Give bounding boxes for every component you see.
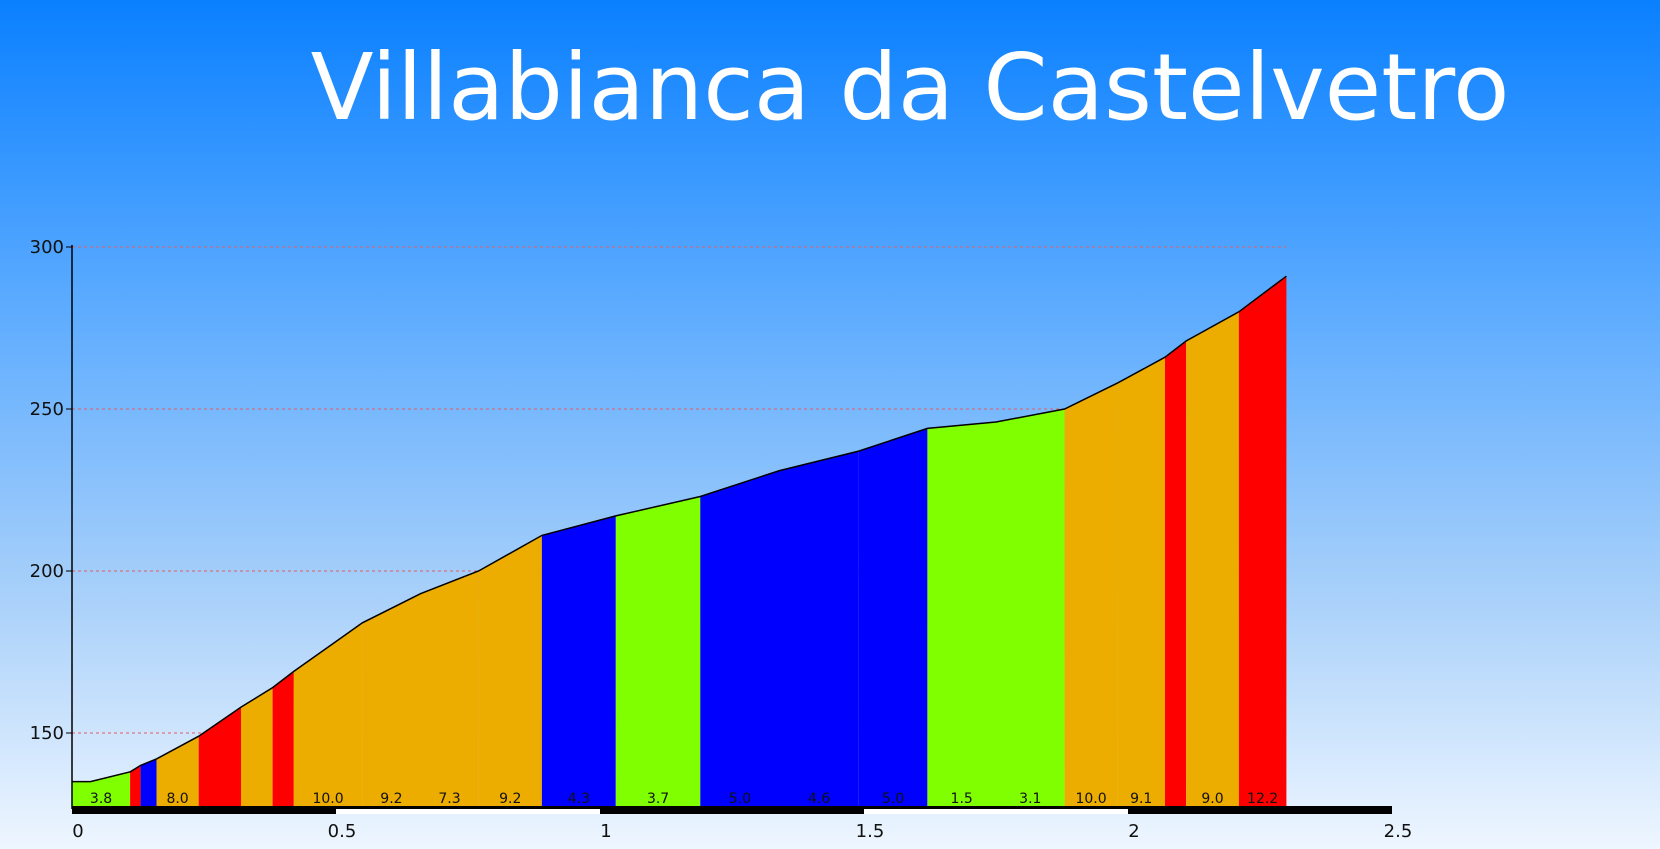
x-axis-band-1 [72, 809, 336, 814]
segment-label-14: 5.0 [729, 791, 751, 807]
profile-line [72, 275, 1287, 783]
y-axis-ticks: 150 200 250 300 [30, 237, 72, 744]
segment-13 [615, 496, 701, 809]
segment-6 [241, 687, 273, 809]
segment-23 [1238, 276, 1287, 809]
segment-label-8: 10.0 [312, 791, 343, 807]
x-axis-band-3 [600, 809, 864, 814]
segment-21 [1165, 341, 1187, 809]
gradient-segments [72, 276, 1287, 809]
x-tick-label-2.5: 2.5 [1384, 821, 1413, 842]
segment-label-23: 12.2 [1247, 791, 1278, 807]
segment-label-12: 4.3 [568, 791, 590, 807]
x-axis-line [72, 806, 1392, 809]
y-tick-label-150: 150 [30, 723, 64, 744]
segment-label-1: 3.8 [90, 791, 112, 807]
y-tick-label-200: 200 [30, 561, 64, 582]
segment-4 [156, 736, 199, 809]
segment-8 [293, 622, 363, 809]
x-tick-label-1: 1 [600, 821, 611, 842]
axes [71, 245, 1392, 814]
segment-label-9: 9.2 [380, 791, 402, 807]
segment-label-22: 9.0 [1201, 791, 1223, 807]
y-tick-label-300: 300 [30, 237, 64, 258]
segment-label-15: 4.6 [808, 791, 830, 807]
segment-7 [272, 671, 294, 809]
segment-15 [779, 451, 859, 809]
x-tick-label-1.5: 1.5 [856, 821, 885, 842]
segment-label-19: 10.0 [1075, 791, 1106, 807]
segment-label-4: 8.0 [166, 791, 188, 807]
segment-label-16: 5.0 [882, 791, 904, 807]
x-axis-band-5 [1128, 809, 1392, 814]
segment-17 [927, 422, 996, 809]
segment-16 [858, 428, 928, 809]
segment-9 [362, 593, 421, 809]
segment-10 [420, 571, 479, 809]
segment-label-17: 1.5 [951, 791, 973, 807]
profile-outline [72, 275, 1287, 783]
segment-label-20: 9.1 [1130, 791, 1152, 807]
segment-label-13: 3.7 [647, 791, 669, 807]
segment-14 [700, 470, 780, 809]
segment-20 [1117, 357, 1165, 809]
chart-title: Villabianca da Castelvetro [310, 34, 1510, 141]
segment-18 [996, 409, 1065, 809]
segment-12 [541, 515, 616, 809]
x-tick-label-0.5: 0.5 [328, 821, 357, 842]
segment-1 [72, 771, 131, 809]
segment-11 [478, 535, 542, 809]
segment-3 [140, 758, 157, 809]
segment-label-10: 7.3 [438, 791, 460, 807]
x-axis-band-4 [864, 809, 1128, 814]
segment-5 [198, 707, 241, 809]
x-axis-ticks: 0 0.5 1 1.5 2 2.5 [72, 821, 1412, 842]
x-axis-band-2 [336, 809, 600, 814]
x-tick-label-0: 0 [72, 821, 83, 842]
y-tick-label-250: 250 [30, 399, 64, 420]
segment-2 [130, 765, 141, 809]
segment-22 [1186, 311, 1239, 809]
x-tick-label-2: 2 [1128, 821, 1139, 842]
segment-19 [1064, 383, 1118, 809]
segment-labels: 3.8 8.0 10.0 9.2 7.3 9.2 4.3 3.7 5.0 4.6 5.0 1.5 3.1… [90, 791, 1278, 807]
segment-label-18: 3.1 [1019, 791, 1041, 807]
segment-label-11: 9.2 [499, 791, 521, 807]
